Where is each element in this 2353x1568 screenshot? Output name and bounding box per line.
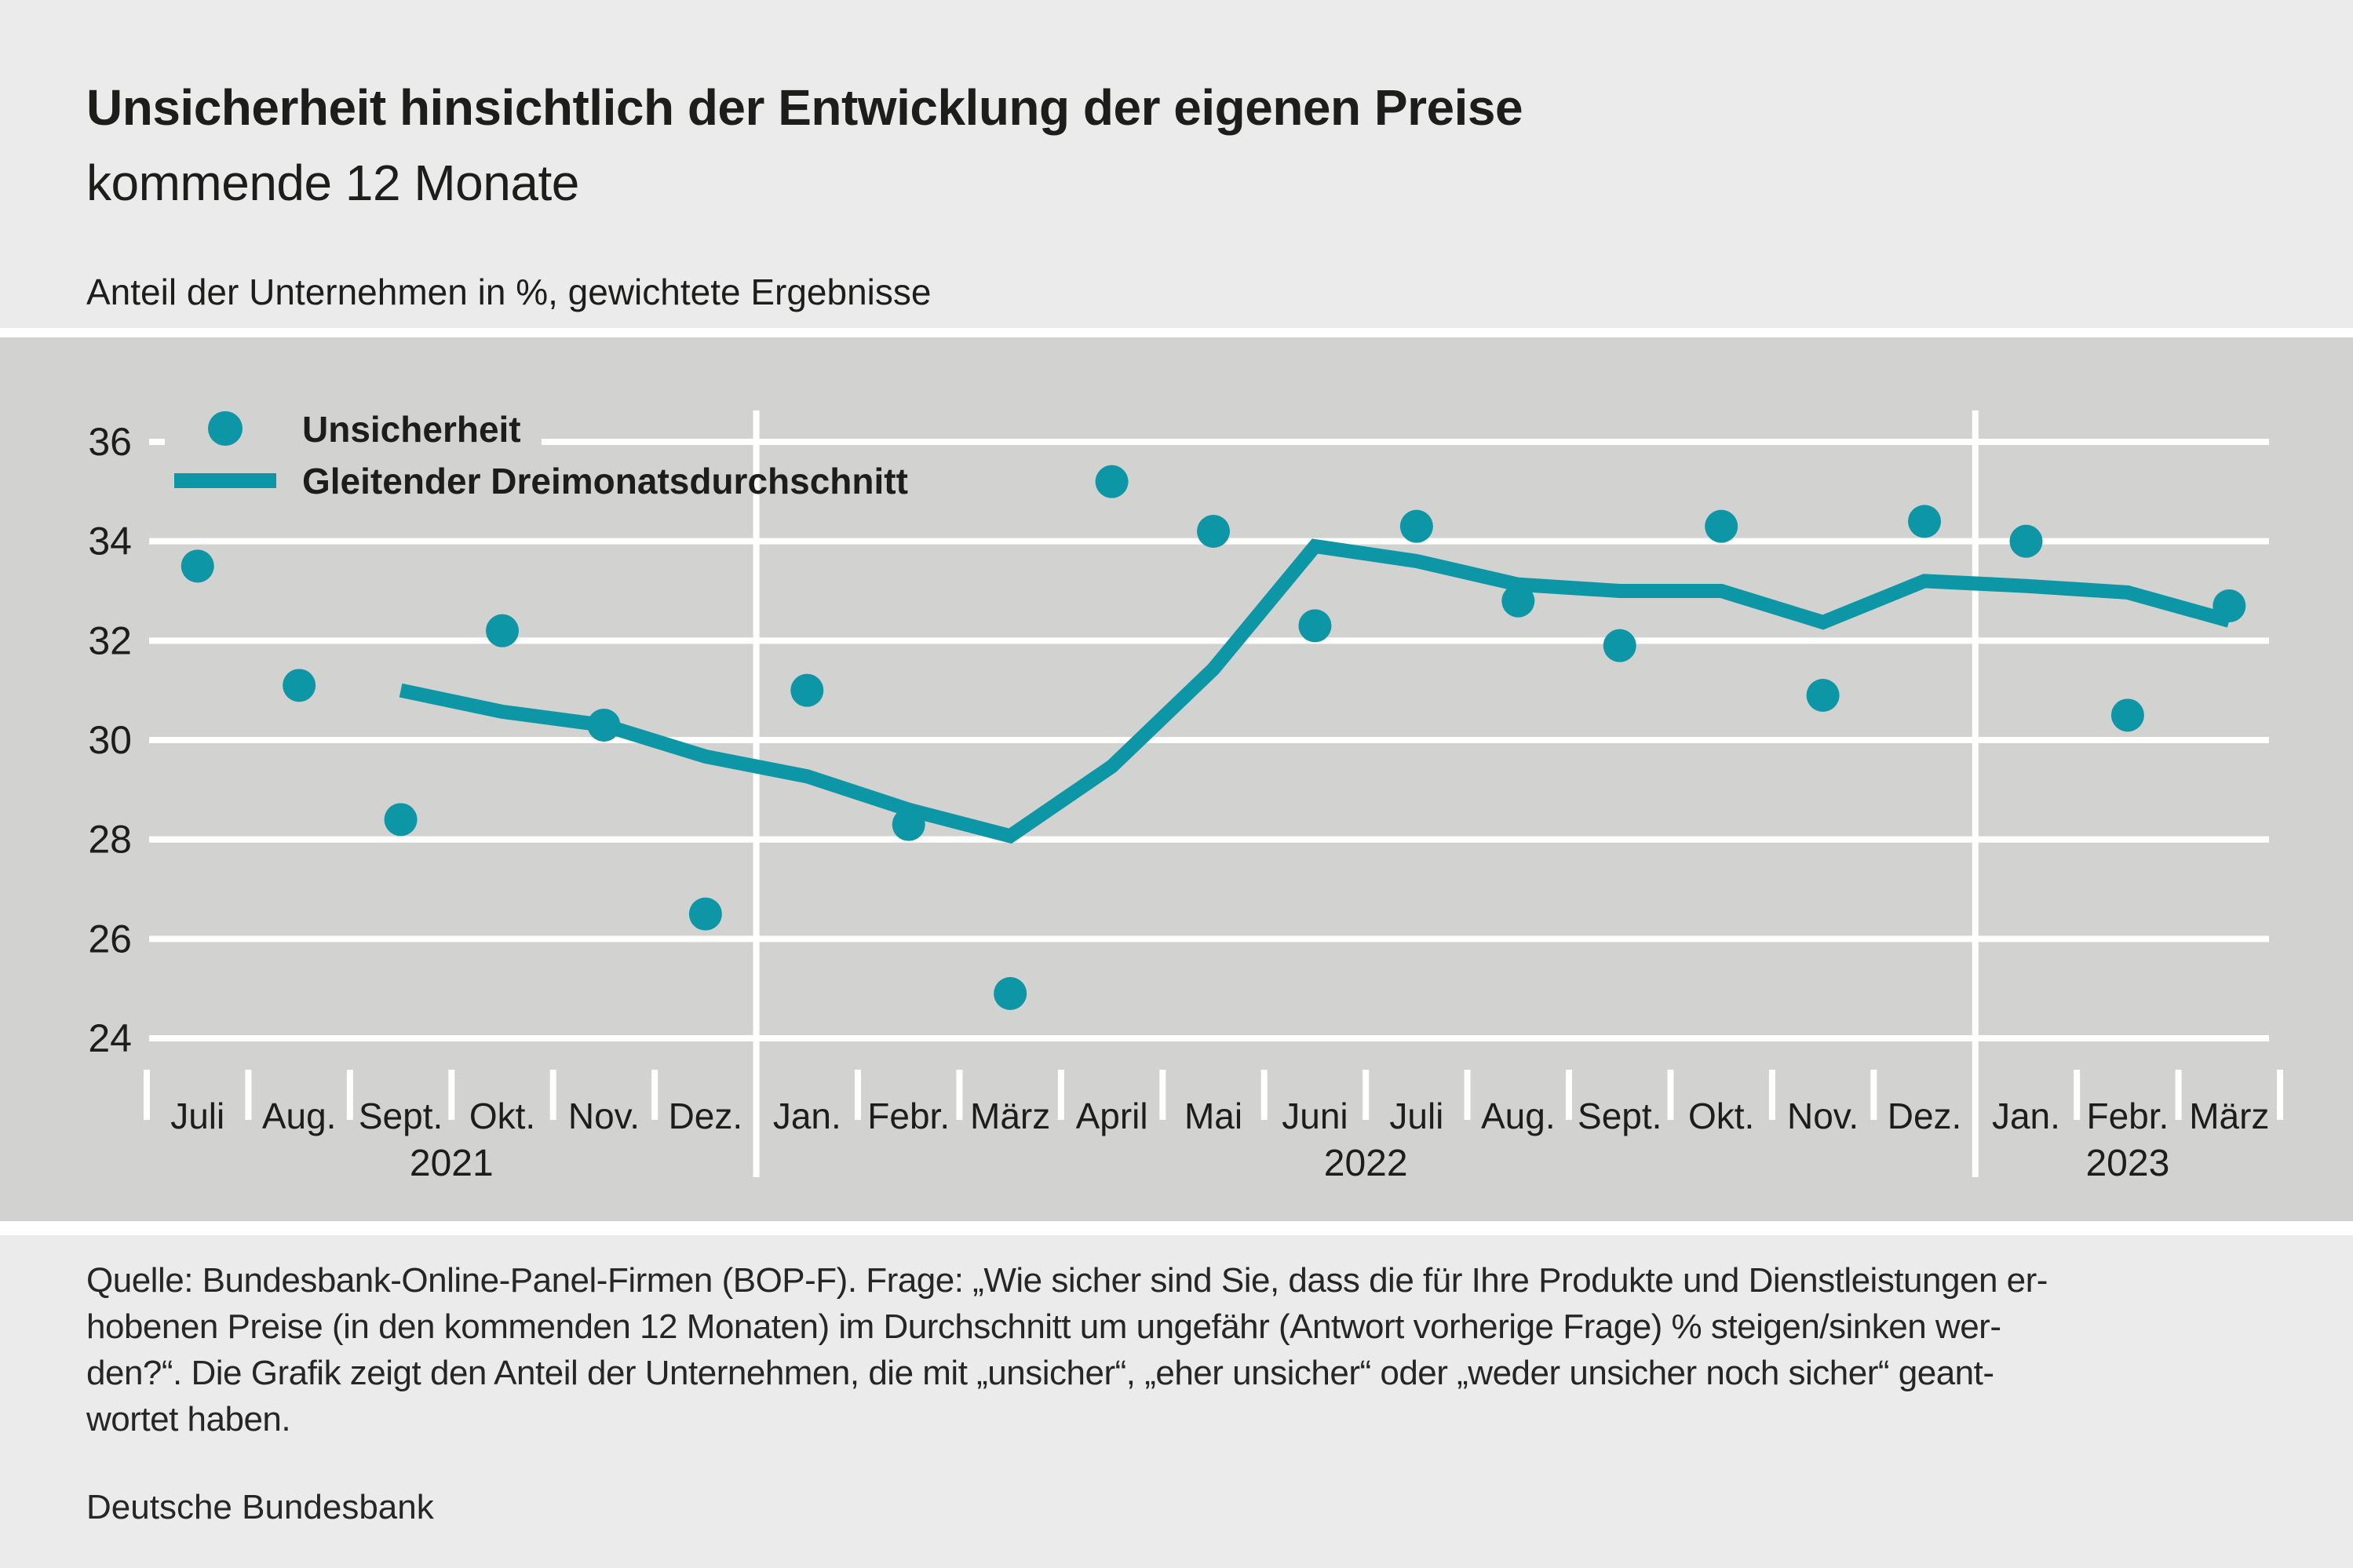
month-label: Dez. — [1888, 1096, 1962, 1136]
month-label: März — [2189, 1096, 2269, 1136]
month-label: Nov. — [1787, 1096, 1859, 1136]
month-label: Juli — [170, 1096, 224, 1136]
data-point — [384, 803, 418, 837]
data-point — [892, 808, 925, 841]
data-points-group — [181, 465, 2246, 1010]
month-label: Febr. — [867, 1096, 950, 1136]
month-label: Okt. — [469, 1096, 535, 1136]
source-note-line: den?“. Die Grafik zeigt den Anteil der U… — [86, 1354, 1994, 1392]
data-point — [283, 669, 316, 702]
month-ticks-group — [144, 1070, 2284, 1120]
chart: 24 26 28 30 32 34 36 Juli Aug. Sept. Okt. Nov. Dez.… — [88, 399, 2284, 1184]
footer-section — [0, 1235, 2353, 1568]
legend-line-marker — [174, 473, 276, 488]
month-label: Jan. — [773, 1096, 841, 1136]
source-note-line: wortet haben. — [86, 1400, 291, 1439]
month-label: Dez. — [669, 1096, 743, 1136]
data-point — [1908, 505, 1942, 538]
data-point — [790, 673, 824, 707]
data-point — [181, 549, 214, 583]
source-note-line: Quelle: Bundesbank-Online-Panel-Firmen (… — [86, 1261, 2048, 1300]
y-axis-label: 28 — [88, 818, 132, 862]
chart-band: 24 26 28 30 32 34 36 Juli Aug. Sept. Okt. Nov. Dez.… — [0, 337, 2353, 1221]
units-note: Anteil der Unternehmen in %, gewichtete … — [86, 272, 932, 312]
data-point — [1399, 509, 1433, 543]
data-point — [486, 614, 520, 647]
page-title: Unsicherheit hinsichtlich der Entwicklun… — [86, 79, 1523, 136]
moving-average-line-group — [399, 538, 2231, 844]
y-axis-label: 26 — [88, 917, 132, 961]
data-point — [1603, 629, 1636, 662]
data-point — [1705, 509, 1738, 543]
month-label: Juni — [1282, 1096, 1348, 1136]
month-label: April — [1076, 1096, 1148, 1136]
data-point — [1095, 465, 1129, 498]
y-axis-label: 34 — [88, 520, 132, 563]
source-note: Quelle: Bundesbank-Online-Panel-Firmen (… — [86, 1257, 2048, 1442]
y-axis-label: 24 — [88, 1016, 132, 1060]
year-labels-group: 2021 2022 2023 — [410, 1143, 2169, 1184]
data-point — [1501, 584, 1535, 618]
month-label: Febr. — [2086, 1096, 2169, 1136]
data-point — [1298, 609, 1332, 643]
month-label: Sept. — [359, 1096, 443, 1136]
month-label: Mai — [1184, 1096, 1242, 1136]
publisher-label: Deutsche Bundesbank — [86, 1488, 434, 1526]
y-axis-labels-group: 24 26 28 30 32 34 36 — [88, 420, 132, 1060]
data-point — [994, 976, 1027, 1010]
month-label: Jan. — [1992, 1096, 2060, 1136]
data-point — [2009, 524, 2043, 558]
legend: Unsicherheit Gleitender Dreimonatsdurchs… — [165, 399, 908, 509]
year-separators-group — [753, 410, 1979, 1177]
moving-average-line — [399, 538, 2231, 844]
legend-dot-marker — [208, 411, 243, 446]
month-label: Sept. — [1578, 1096, 1662, 1136]
page-subtitle: kommende 12 Monate — [86, 155, 579, 211]
year-label: 2021 — [410, 1143, 494, 1184]
month-label: Nov. — [568, 1096, 640, 1136]
month-label: Aug. — [262, 1096, 337, 1136]
data-point — [2213, 589, 2246, 623]
month-label: Aug. — [1481, 1096, 1556, 1136]
header-section — [0, 0, 2353, 328]
data-point — [2110, 698, 2144, 732]
year-label: 2022 — [1324, 1143, 1408, 1184]
data-point — [587, 709, 621, 742]
y-axis-label: 30 — [88, 718, 132, 762]
source-note-line: hobenen Preise (in den kommenden 12 Mona… — [86, 1307, 2001, 1346]
month-label: Juli — [1389, 1096, 1443, 1136]
month-label: März — [970, 1096, 1050, 1136]
data-point — [1197, 515, 1231, 549]
legend-line-label: Gleitender Dreimonatsdurchschnitt — [302, 461, 908, 501]
data-point — [688, 897, 722, 931]
month-labels-group: Juli Aug. Sept. Okt. Nov. Dez. Jan. Febr. März Ap… — [170, 1096, 2269, 1136]
y-axis-label: 36 — [88, 420, 132, 464]
y-axis-label: 32 — [88, 618, 132, 662]
data-point — [1806, 679, 1840, 713]
month-label: Okt. — [1688, 1096, 1754, 1136]
legend-dot-label: Unsicherheit — [302, 409, 521, 450]
year-label: 2023 — [2085, 1143, 2169, 1184]
